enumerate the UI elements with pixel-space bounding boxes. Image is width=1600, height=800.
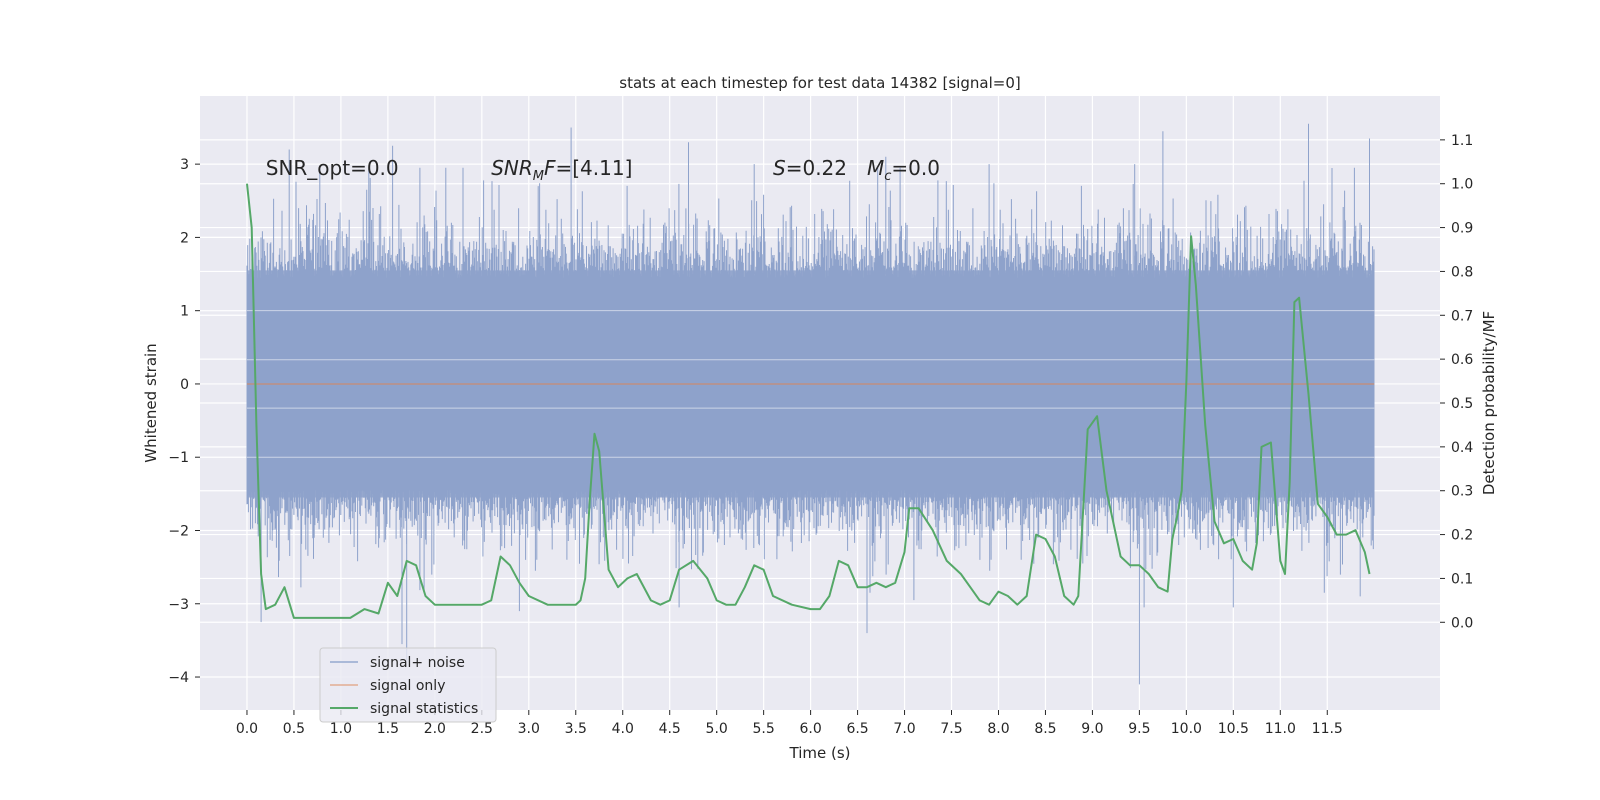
x-tick-label: 5.0: [706, 721, 728, 737]
y-right-axis-label: Detection probability/MF: [1480, 311, 1498, 495]
annotation-1: SNRMF=[4.11]: [491, 156, 632, 184]
y-left-axis-ticks: 3 2 1 0 −1 −2 −3 −4: [168, 157, 200, 686]
signal-statistics-series: [246, 183, 1371, 619]
legend-box: [319, 647, 497, 723]
annotation-2: S=0.22: [773, 156, 847, 180]
annotations: SNR_opt=0.0 SNRMF=[4.11] S=0.22 Mc=0.0: [266, 156, 940, 184]
x-tick-label: 4.5: [659, 721, 681, 737]
signal-statistics-line: [246, 183, 1371, 619]
x-tick-label: 11.0: [1265, 721, 1296, 737]
annotation-0: SNR_opt=0.0: [266, 156, 399, 180]
y-right-tick-label: 0.9: [1451, 221, 1473, 237]
legend-label-signal-only: signal only: [370, 678, 445, 694]
y-left-tick-label: −1: [168, 450, 189, 466]
legend-label-signal-noise: signal+ noise: [370, 655, 465, 671]
y-right-tick-label: 0.1: [1451, 571, 1473, 587]
y-right-tick-label: 0.6: [1451, 352, 1473, 368]
y-left-tick-label: 2: [180, 230, 189, 246]
y-right-tick-label: 1.0: [1451, 177, 1473, 193]
noise-trace: [246, 123, 1375, 685]
x-tick-label: 10.5: [1218, 721, 1249, 737]
x-tick-label: 2.5: [471, 721, 493, 737]
x-tick-label: 4.0: [612, 721, 634, 737]
x-axis-ticks: 0.0 0.5 1.0 1.5 2.0 2.5 3.0 3.5 4.0 4.5 5.0 5.5 6.0 6…: [236, 710, 1343, 737]
y-right-tick-label: 0.4: [1451, 440, 1473, 456]
x-tick-label: 8.0: [987, 721, 1009, 737]
x-tick-label: 10.0: [1171, 721, 1202, 737]
x-axis-label: Time (s): [789, 744, 851, 762]
x-tick-label: 1.0: [330, 721, 352, 737]
annotation-3: Mc=0.0: [867, 156, 940, 184]
y-right-tick-label: 0.5: [1451, 396, 1473, 412]
x-tick-label: 1.5: [377, 721, 399, 737]
legend: signal+ noise signal only signal statist…: [319, 647, 497, 723]
chart-title: stats at each timestep for test data 143…: [619, 74, 1020, 92]
legend-label-signal-statistics: signal statistics: [370, 701, 478, 717]
x-tick-label: 7.5: [940, 721, 962, 737]
x-tick-label: 9.0: [1081, 721, 1103, 737]
y-left-tick-label: 3: [180, 157, 189, 173]
y-left-tick-label: −2: [168, 523, 189, 539]
x-tick-label: 0.0: [236, 721, 258, 737]
y-right-tick-label: 1.1: [1451, 133, 1473, 149]
x-tick-label: 5.5: [753, 721, 775, 737]
y-left-tick-label: −4: [168, 670, 189, 686]
x-tick-label: 7.0: [893, 721, 915, 737]
y-left-tick-label: −3: [168, 597, 189, 613]
y-left-tick-label: 1: [180, 304, 189, 320]
x-tick-label: 3.5: [565, 721, 587, 737]
y-right-tick-label: 0.0: [1451, 615, 1473, 631]
x-tick-label: 2.0: [424, 721, 446, 737]
x-tick-label: 11.5: [1312, 721, 1343, 737]
y-right-tick-label: 0.3: [1451, 484, 1473, 500]
y-right-tick-label: 0.7: [1451, 308, 1473, 324]
y-left-tick-label: 0: [180, 377, 189, 393]
x-tick-label: 3.0: [518, 721, 540, 737]
y-right-tick-label: 0.2: [1451, 528, 1473, 544]
x-tick-label: 8.5: [1034, 721, 1056, 737]
y-right-tick-label: 0.8: [1451, 264, 1473, 280]
x-tick-label: 6.5: [846, 721, 868, 737]
x-tick-label: 6.0: [799, 721, 821, 737]
y-left-axis-label: Whitened strain: [142, 343, 160, 462]
x-tick-label: 0.5: [283, 721, 305, 737]
y-right-axis-ticks: 1.1 1.0 0.9 0.8 0.7 0.6 0.5 0.4 0.3 0.2 0.1 0.0: [1440, 133, 1473, 631]
x-tick-label: 9.5: [1128, 721, 1150, 737]
